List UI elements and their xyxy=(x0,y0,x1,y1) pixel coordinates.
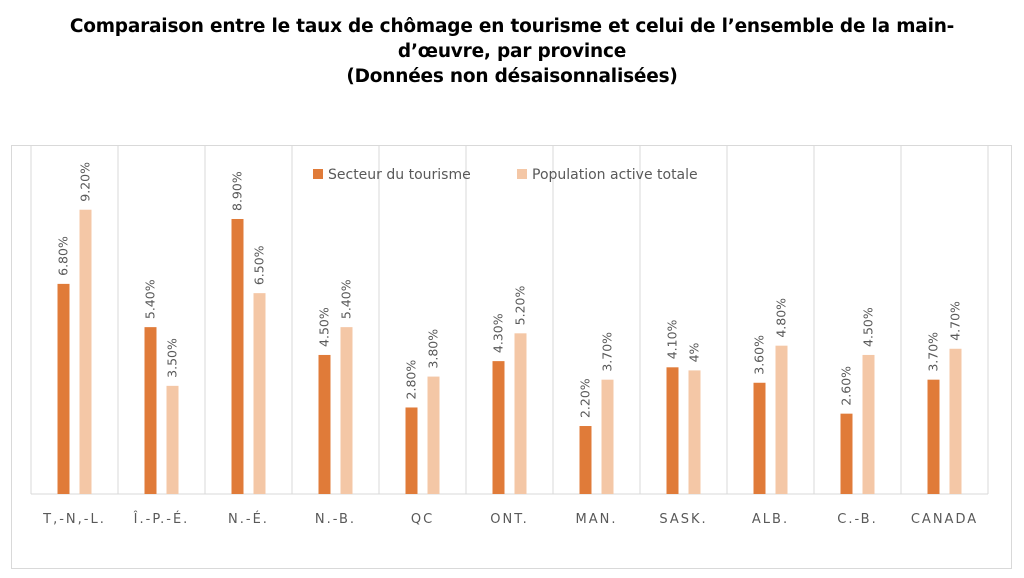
data-label-population-7: 4% xyxy=(687,342,702,362)
bar-population-5 xyxy=(514,333,527,494)
data-label-tourisme-0: 6.80% xyxy=(56,236,71,276)
data-label-tourisme-6: 2.20% xyxy=(578,378,593,418)
data-label-tourisme-4: 2.80% xyxy=(404,360,419,400)
bar-population-7 xyxy=(688,370,701,494)
data-label-population-5: 5.20% xyxy=(513,285,528,325)
data-label-population-1: 3.50% xyxy=(165,338,180,378)
category-label-1: Î.-P.-É. xyxy=(133,511,190,527)
category-label-10: CANADA xyxy=(911,512,978,527)
bar-tourisme-4 xyxy=(405,407,418,494)
data-label-tourisme-9: 2.60% xyxy=(839,366,854,406)
chart-frame xyxy=(11,145,1012,569)
bar-tourisme-3 xyxy=(318,354,331,494)
bar-tourisme-5 xyxy=(492,361,505,494)
bar-tourisme-0 xyxy=(57,283,70,494)
data-label-tourisme-3: 4.50% xyxy=(317,307,332,347)
bar-population-3 xyxy=(340,327,353,494)
data-label-tourisme-10: 3.70% xyxy=(926,332,941,372)
data-label-population-6: 3.70% xyxy=(600,332,615,372)
bar-tourisme-10 xyxy=(927,379,940,494)
data-label-tourisme-8: 3.60% xyxy=(752,335,767,375)
data-label-population-0: 9.20% xyxy=(78,162,93,202)
chart-legend: Secteur du tourisme Population active tot… xyxy=(313,167,698,183)
data-label-tourisme-5: 4.30% xyxy=(491,313,506,353)
bar-tourisme-2 xyxy=(231,218,244,495)
chart-bars xyxy=(57,209,962,495)
chart-data-labels: 6.80% 9.20% 5.40% 3.50% 8.90% 6.50% 4.50% 5.40%… xyxy=(56,162,963,418)
legend-label-1: Population active totale xyxy=(532,167,698,183)
bar-population-2 xyxy=(253,293,266,494)
data-label-population-4: 3.80% xyxy=(426,329,441,369)
bar-tourisme-6 xyxy=(579,426,592,494)
bar-population-0 xyxy=(79,209,92,494)
bar-tourisme-7 xyxy=(666,367,679,494)
legend-swatch-0 xyxy=(313,169,323,179)
category-label-9: C.-B. xyxy=(837,512,878,527)
category-label-4: QC xyxy=(411,512,434,527)
category-label-0: T,-N,-L. xyxy=(42,512,106,527)
bar-population-10 xyxy=(949,348,962,494)
chart-title: Comparaison entre le taux de chômage en … xyxy=(0,14,1024,89)
category-label-7: SASK. xyxy=(659,512,707,527)
chart-gridlines xyxy=(30,146,989,495)
data-label-tourisme-7: 4.10% xyxy=(665,319,680,359)
category-label-3: N.-B. xyxy=(315,512,356,527)
data-label-population-8: 4.80% xyxy=(774,298,789,338)
category-label-6: MAN. xyxy=(576,512,618,527)
category-label-2: N.-É. xyxy=(228,511,269,527)
data-label-population-3: 5.40% xyxy=(339,279,354,319)
bar-tourisme-1 xyxy=(144,327,157,494)
bar-population-1 xyxy=(166,385,179,494)
data-label-population-10: 4.70% xyxy=(948,301,963,341)
chart-title-line-3: (Données non désaisonnalisées) xyxy=(346,66,678,87)
category-label-5: ONT. xyxy=(490,512,529,527)
chart-title-line-1: Comparaison entre le taux de chômage en … xyxy=(69,16,955,37)
data-label-tourisme-1: 5.40% xyxy=(143,279,158,319)
legend-label-0: Secteur du tourisme xyxy=(328,167,471,183)
bar-population-8 xyxy=(775,345,788,494)
data-label-population-2: 6.50% xyxy=(252,245,267,285)
bar-population-6 xyxy=(601,379,614,494)
data-label-population-9: 4.50% xyxy=(861,307,876,347)
bar-population-4 xyxy=(427,376,440,494)
chart-title-line-2: d’œuvre, par province xyxy=(397,41,627,62)
bar-population-9 xyxy=(862,354,875,494)
category-label-8: ALB. xyxy=(752,512,789,527)
bar-tourisme-8 xyxy=(753,382,766,494)
bar-tourisme-9 xyxy=(840,413,853,494)
legend-swatch-1 xyxy=(517,169,527,179)
chart-category-labels: T,-N,-L. Î.-P.-É. N.-É. N.-B. QC ONT. MAN. SASK… xyxy=(42,511,978,527)
data-label-tourisme-2: 8.90% xyxy=(230,171,245,211)
